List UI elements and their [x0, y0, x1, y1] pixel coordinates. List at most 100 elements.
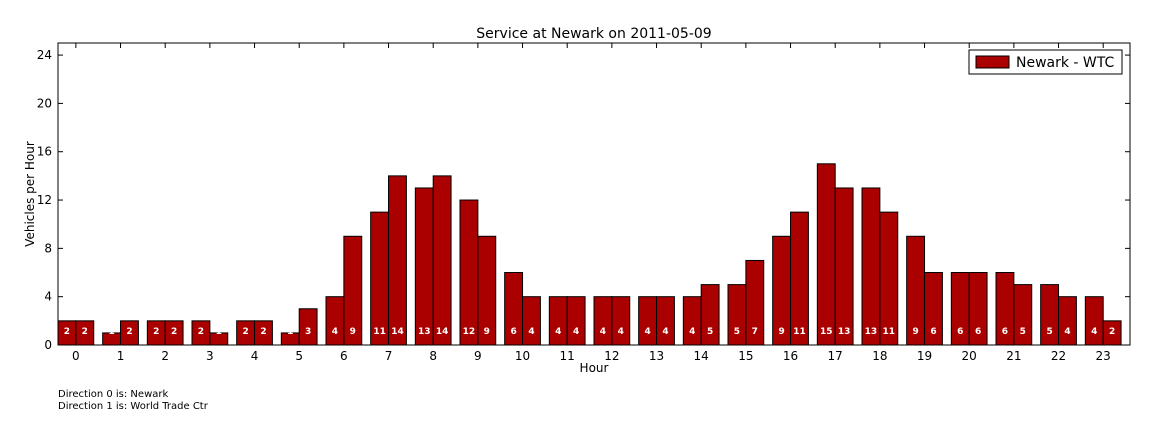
bar-value-label: 2 [64, 327, 70, 337]
y-tick-label: 4 [44, 290, 52, 304]
bar-hour-8-dir-1 [432, 175, 452, 346]
x-tick-label: 6 [340, 349, 348, 363]
y-tick-label: 0 [44, 338, 52, 352]
footnote-direction-1: Direction 1 is: World Trade Ctr [58, 401, 208, 412]
x-tick-label: 2 [161, 349, 169, 363]
bar-value-label: 2 [1109, 327, 1115, 337]
bar-hour-9-dir-0 [459, 199, 479, 346]
bar-value-label: 5 [707, 327, 713, 337]
bar-hour-12-dir-1 [611, 296, 631, 346]
bar-value-label: 1 [108, 327, 114, 337]
bar-hour-13-dir-1 [656, 296, 675, 346]
bar-hour-17-dir-1 [834, 187, 854, 346]
legend-swatch [975, 55, 1010, 69]
bar-value-label: 4 [332, 327, 338, 337]
x-tick-label: 4 [251, 349, 259, 363]
bar-value-label: 1 [216, 327, 222, 337]
x-tick-label: 7 [385, 349, 393, 363]
bar-value-label: 4 [662, 327, 668, 337]
bar-value-label: 2 [242, 327, 248, 337]
x-tick-label: 9 [474, 349, 482, 363]
bar-value-label: 4 [600, 327, 606, 337]
bar-value-label: 6 [975, 327, 981, 337]
bar-value-label: 11 [883, 327, 896, 337]
x-tick-label: 16 [783, 349, 798, 363]
bar-hour-18-dir-0 [861, 187, 881, 346]
chart-title: Service at Newark on 2011-05-09 [476, 26, 711, 42]
bar-value-label: 15 [820, 327, 833, 337]
x-tick-label: 22 [1051, 349, 1066, 363]
bar-hour-8-dir-0 [414, 187, 434, 346]
x-tick-label: 1 [117, 349, 125, 363]
bar-value-label: 11 [793, 327, 806, 337]
bar-value-label: 2 [126, 327, 132, 337]
x-tick-label: 5 [295, 349, 303, 363]
x-tick-label: 18 [872, 349, 887, 363]
x-tick-label: 8 [429, 349, 437, 363]
bar-value-label: 1 [287, 327, 293, 337]
bar-value-label: 2 [260, 327, 266, 337]
x-tick-label: 3 [206, 349, 214, 363]
x-tick-label: 15 [738, 349, 753, 363]
bar-value-label: 4 [644, 327, 650, 337]
bar-value-label: 4 [689, 327, 695, 337]
bar-value-label: 6 [957, 327, 963, 337]
bar-hour-12-dir-0 [593, 296, 613, 346]
x-tick-label: 20 [962, 349, 977, 363]
bar-value-label: 9 [912, 327, 918, 337]
bar-hour-22-dir-1 [1058, 296, 1077, 346]
bar-hour-14-dir-0 [682, 296, 702, 346]
bar-value-label: 9 [778, 327, 784, 337]
y-tick-label: 20 [37, 96, 52, 110]
x-tick-label: 13 [649, 349, 664, 363]
x-tick-label: 11 [560, 349, 575, 363]
bar-value-label: 13 [418, 327, 431, 337]
y-tick-label: 12 [37, 193, 52, 207]
bar-hour-23-dir-0 [1084, 296, 1104, 346]
bar-hour-6-dir-0 [325, 296, 345, 346]
bar-hour-11-dir-1 [566, 296, 586, 346]
bar-value-label: 2 [153, 327, 159, 337]
y-axis-label: Vehicles per Hour [23, 141, 37, 247]
y-tick-label: 16 [37, 145, 52, 159]
bar-value-label: 3 [305, 327, 311, 337]
x-tick-label: 12 [604, 349, 619, 363]
bar-value-label: 5 [734, 327, 740, 337]
bar-value-label: 13 [865, 327, 878, 337]
x-tick-label: 0 [72, 349, 80, 363]
bar-value-label: 4 [573, 327, 579, 337]
plot-frame [57, 42, 1131, 346]
bar-value-label: 6 [1002, 327, 1008, 337]
bar-value-label: 4 [1091, 327, 1097, 337]
bar-value-label: 13 [838, 327, 851, 337]
bar-value-label: 9 [350, 327, 356, 337]
bar-value-label: 9 [484, 327, 490, 337]
bar-hour-16-dir-1 [790, 211, 809, 346]
bar-hour-7-dir-1 [388, 175, 407, 346]
x-tick-label: 10 [515, 349, 530, 363]
y-tick-label: 24 [37, 48, 52, 62]
bar-value-label: 14 [391, 327, 404, 337]
footnote-direction-0: Direction 0 is: Newark [58, 389, 169, 400]
bar-hour-11-dir-0 [548, 296, 568, 346]
bar-value-label: 5 [1020, 327, 1026, 337]
bar-hour-13-dir-0 [638, 296, 658, 346]
bar-value-label: 4 [1064, 327, 1070, 337]
bar-value-label: 4 [555, 327, 561, 337]
bar-hour-7-dir-0 [370, 211, 390, 346]
x-axis-label: Hour [580, 361, 609, 375]
bar-value-label: 4 [528, 327, 534, 337]
bar-chart: 2 1 2 2 2 1 4 11 13 12 6 4 4 4 4 5 9 15 13 9 6 6 5 42 2 2 1 2 3 9 14 14… [23, 26, 1131, 375]
bar-hour-10-dir-1 [522, 296, 541, 346]
bar-hour-18-dir-1 [879, 211, 899, 346]
bar-value-label: 14 [436, 327, 449, 337]
legend-label: Newark - WTC [1016, 55, 1115, 71]
x-tick-label: 23 [1096, 349, 1111, 363]
x-tick-label: 17 [828, 349, 843, 363]
bar-value-label: 4 [618, 327, 624, 337]
bar-value-label: 12 [463, 327, 476, 337]
x-tick-label: 21 [1006, 349, 1021, 363]
bar-value-label: 11 [373, 327, 386, 337]
bar-value-label: 6 [510, 327, 516, 337]
bar-value-label: 5 [1046, 327, 1052, 337]
